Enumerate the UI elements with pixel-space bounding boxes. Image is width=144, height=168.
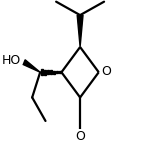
Polygon shape — [56, 71, 58, 73]
Polygon shape — [77, 15, 83, 47]
Polygon shape — [59, 71, 61, 73]
Polygon shape — [23, 60, 40, 72]
Text: O: O — [101, 65, 111, 78]
Text: O: O — [75, 130, 85, 143]
Polygon shape — [53, 71, 55, 74]
Polygon shape — [44, 70, 46, 75]
Polygon shape — [47, 70, 49, 74]
Polygon shape — [50, 70, 52, 74]
Polygon shape — [41, 69, 43, 75]
Text: HO: HO — [2, 54, 21, 67]
